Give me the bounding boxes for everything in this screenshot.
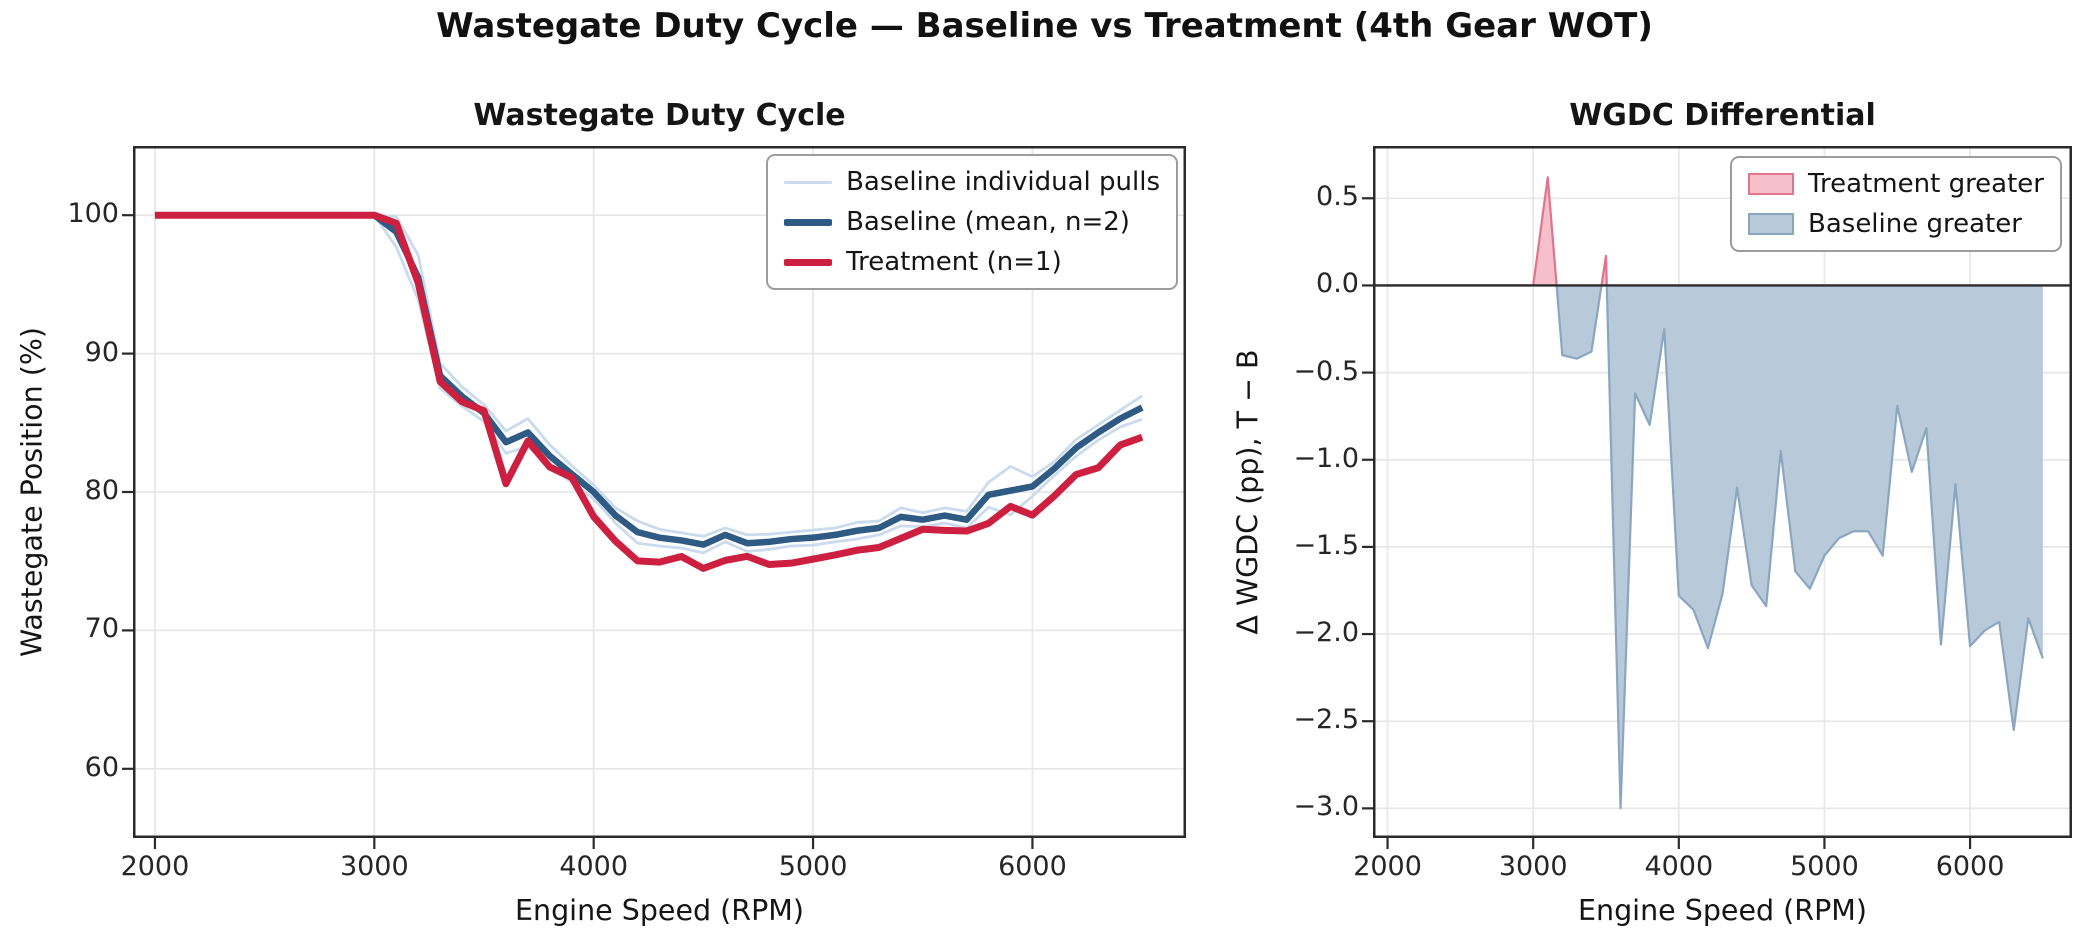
x-tick-label: 4000 <box>559 851 629 882</box>
x-tick-label: 5000 <box>1790 851 1859 882</box>
y-tick-label: 90 <box>84 336 119 368</box>
right-legend: Treatment greater Baseline greater <box>1730 156 2062 252</box>
y-tick-label: −1.0 <box>1293 442 1359 474</box>
figure-suptitle: Wastegate Duty Cycle — Baseline vs Treat… <box>436 6 1653 46</box>
legend-entry-baseline-greater: Baseline greater <box>1748 209 2044 239</box>
x-tick-label: 6000 <box>1935 851 2005 882</box>
right-axes-title: WGDC Differential <box>1569 98 1876 133</box>
legend-line-swatch <box>784 218 833 226</box>
legend-entry-baseline-individual-pulls: Baseline individual pulls <box>784 167 1160 197</box>
y-tick-label: 80 <box>84 475 119 506</box>
right-axes-wgdc-differential: WGDC Differential Engine Speed (RPM) Δ W… <box>1232 98 2072 927</box>
y-tick-label: −2.0 <box>1293 617 1359 649</box>
x-tick-label: 6000 <box>998 851 1067 882</box>
left-x-axis-label: Engine Speed (RPM) <box>515 894 804 927</box>
legend-entry-label: Baseline (mean, n=2) <box>846 207 1130 237</box>
legend-patch-swatch <box>1748 213 1794 235</box>
legend-patch-swatch <box>1748 173 1794 195</box>
x-tick-label: 2000 <box>1353 851 1422 882</box>
y-tick-label: 70 <box>84 613 119 645</box>
y-tick-label: −1.5 <box>1293 529 1359 561</box>
legend-entry-label: Treatment (n=1) <box>846 247 1062 277</box>
x-tick-label: 3000 <box>339 851 409 882</box>
right-y-axis-label: Δ WGDC (pp), T − B <box>1231 349 1265 635</box>
series-treatment-n-1 <box>154 211 1144 572</box>
legend-entry-label: Baseline greater <box>1808 209 2022 239</box>
legend-entry-baseline-mean-n-2: Baseline (mean, n=2) <box>784 207 1160 237</box>
diff-area-negative <box>1387 285 2043 809</box>
y-tick-label: 100 <box>67 198 119 230</box>
x-tick-label: 4000 <box>1644 851 1714 882</box>
right-chart-plot-area <box>1362 146 2072 849</box>
legend-entry-label: Treatment greater <box>1808 169 2044 199</box>
left-legend: Baseline individual pulls Baseline (mean,… <box>766 154 1178 290</box>
legend-line-swatch <box>784 180 833 184</box>
y-tick-label: −2.5 <box>1293 704 1359 736</box>
legend-line-swatch <box>784 258 833 266</box>
y-tick-label: 60 <box>84 751 119 783</box>
y-tick-label: −3.0 <box>1293 791 1359 823</box>
legend-entry-treatment-n-1: Treatment (n=1) <box>784 247 1160 277</box>
y-tick-label: 0.0 <box>1316 268 1359 300</box>
left-axes-title: Wastegate Duty Cycle <box>473 98 846 133</box>
legend-entry-label: Baseline individual pulls <box>846 167 1160 197</box>
y-tick-label: 0.5 <box>1316 181 1359 213</box>
x-tick-label: 5000 <box>778 851 848 882</box>
axes-border <box>1373 146 2072 838</box>
x-tick-label: 2000 <box>120 851 190 882</box>
legend-entry-treatment-greater: Treatment greater <box>1748 169 2044 199</box>
left-axes-wastegate-duty-cycle: Wastegate Duty Cycle Engine Speed (RPM) … <box>16 98 1186 927</box>
y-tick-label: −0.5 <box>1293 355 1359 387</box>
axes-border <box>133 146 1186 838</box>
x-tick-label: 3000 <box>1498 851 1568 882</box>
left-chart-plot-area <box>122 146 1186 849</box>
right-x-axis-label: Engine Speed (RPM) <box>1578 894 1867 927</box>
diff-area-positive <box>1533 177 1607 286</box>
